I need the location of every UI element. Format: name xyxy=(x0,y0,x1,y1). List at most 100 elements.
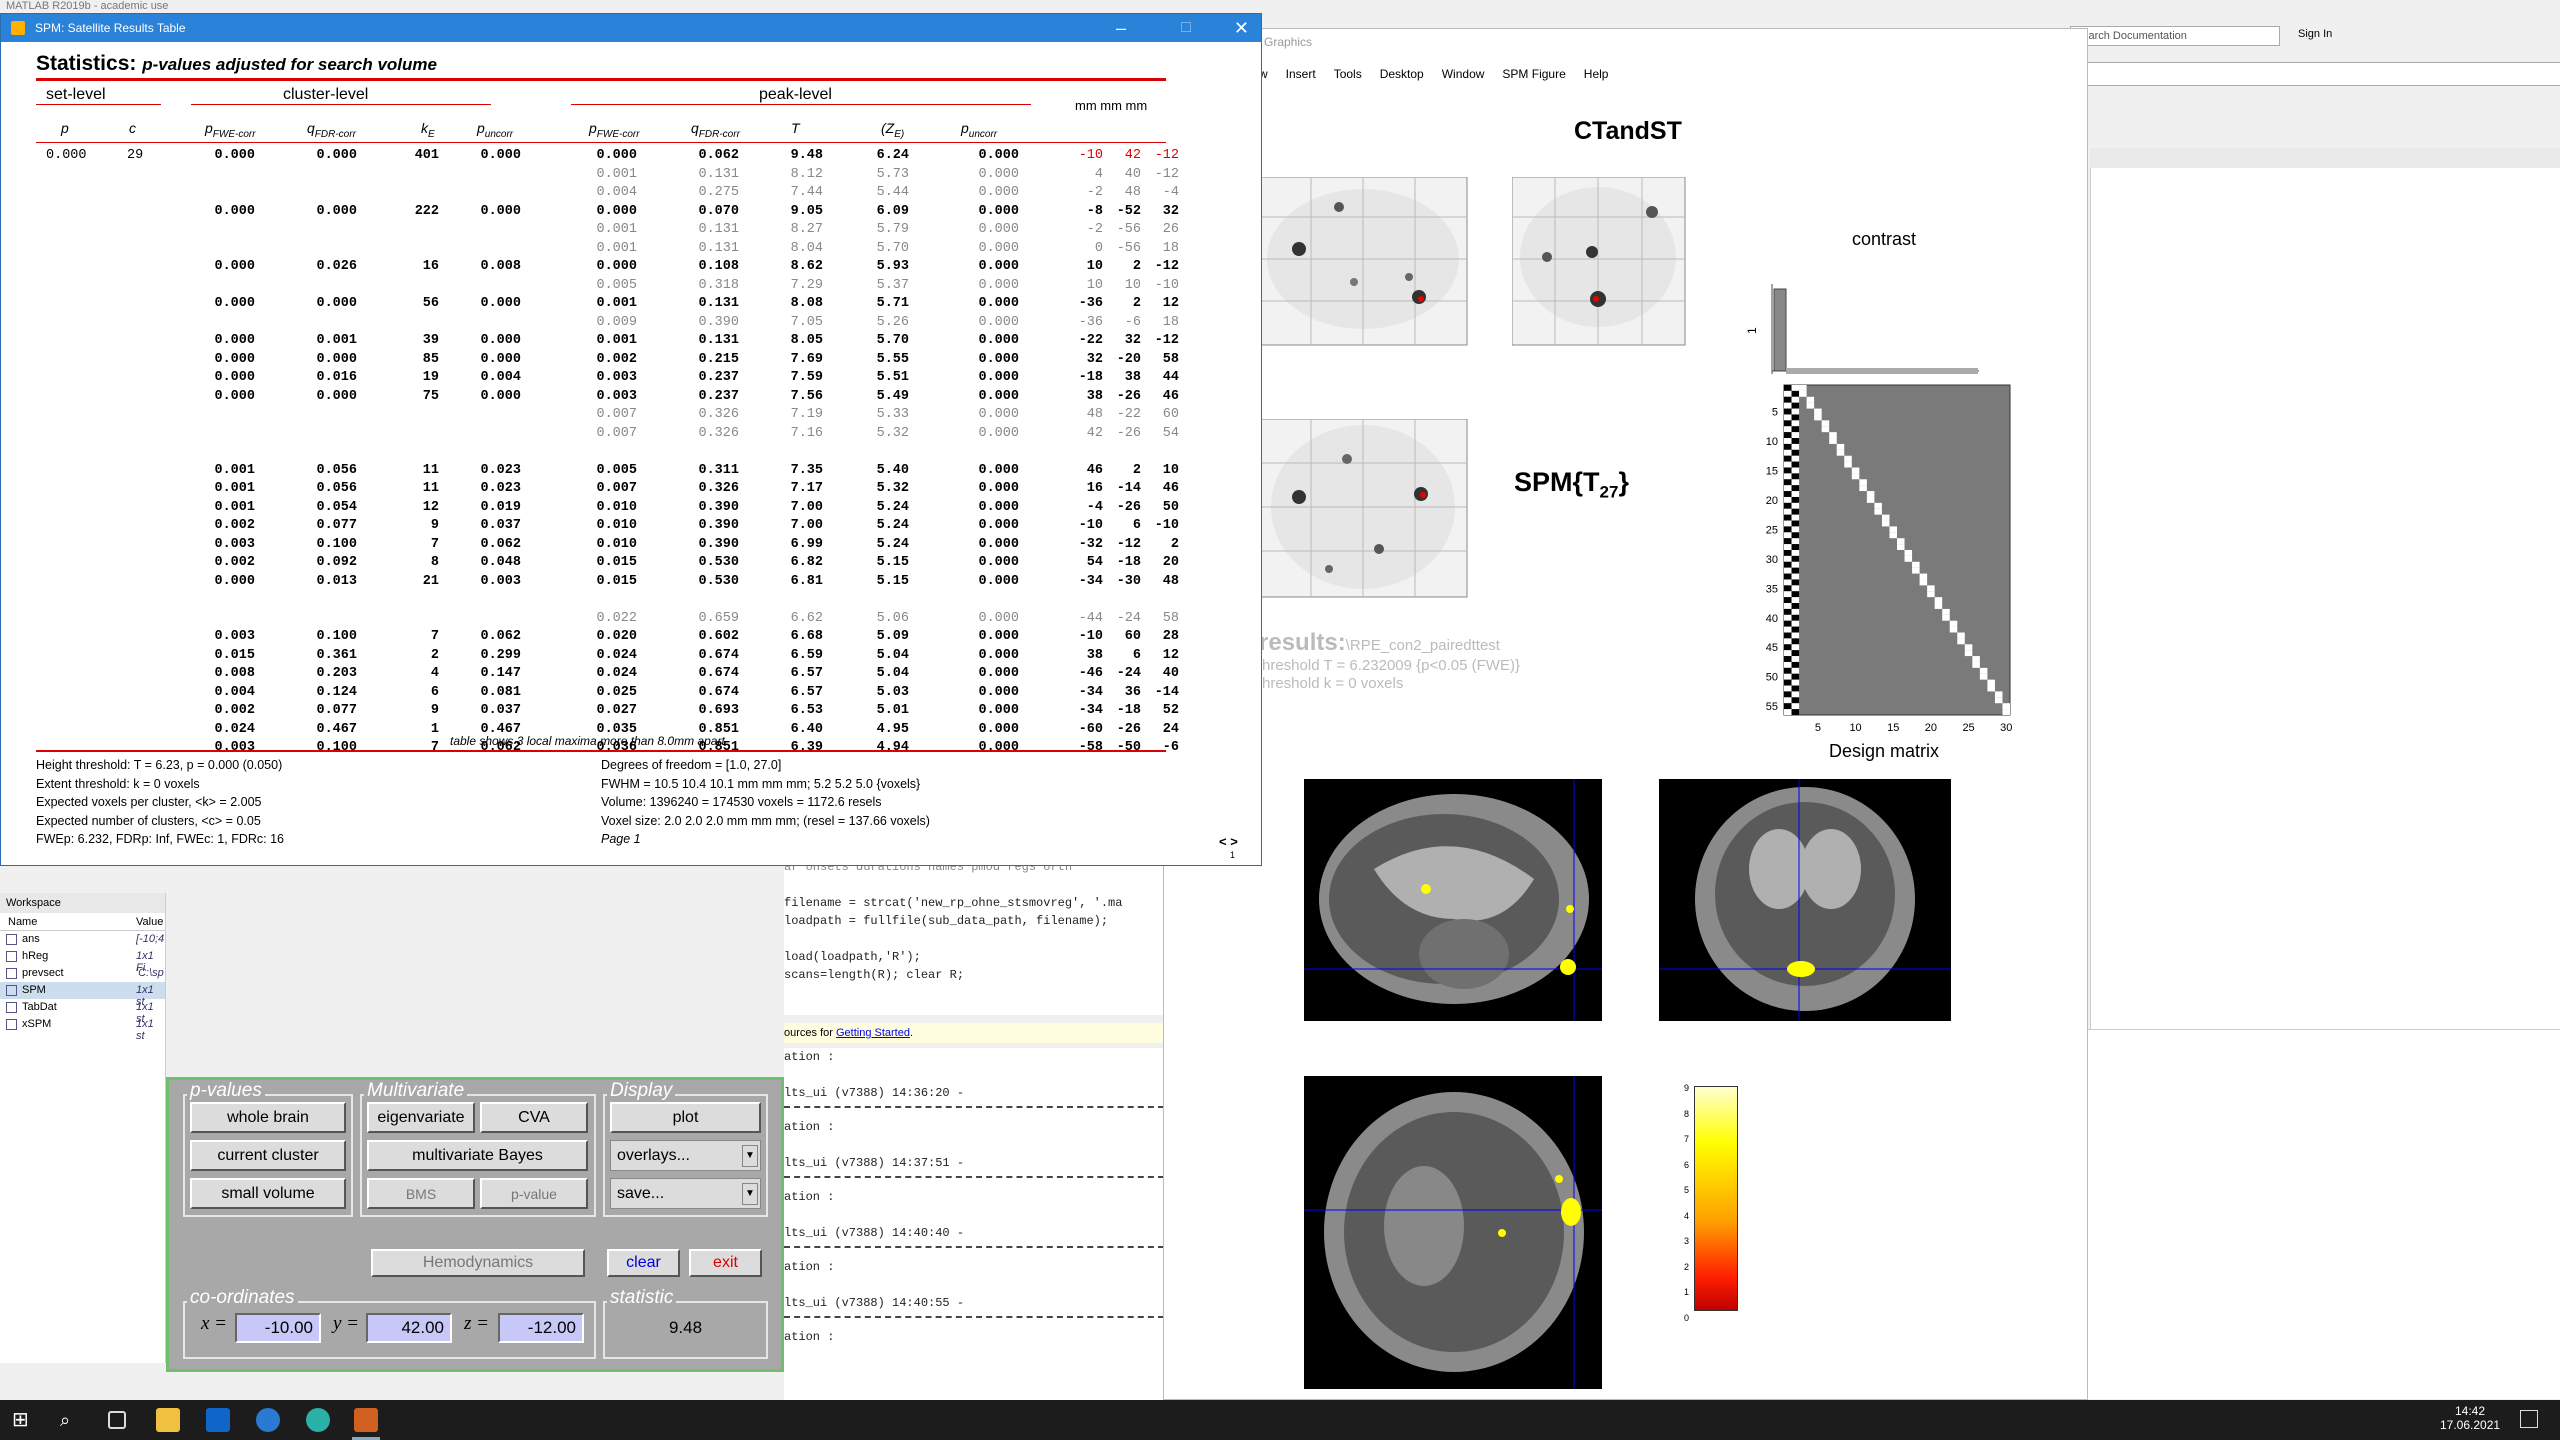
cluster-cell[interactable]: 0.003 xyxy=(480,573,521,589)
mm-coordinate-cell[interactable]: -36 xyxy=(1078,296,1103,311)
cluster-cell[interactable]: 0.062 xyxy=(480,536,521,552)
peak-cell[interactable]: 0.020 xyxy=(596,629,637,644)
cluster-cell[interactable]: 0.000 xyxy=(214,296,255,311)
cluster-cell[interactable]: 85 xyxy=(422,351,439,367)
cluster-cell[interactable]: 7 xyxy=(430,536,439,552)
peak-cell[interactable]: 6.24 xyxy=(876,148,909,163)
peak-cell[interactable]: 0.131 xyxy=(698,222,739,237)
mm-coordinate-cell[interactable]: 6 xyxy=(1132,647,1141,663)
peak-cell[interactable]: 5.93 xyxy=(876,259,909,274)
peak-cell[interactable]: 6.99 xyxy=(790,536,823,552)
mm-coordinate-cell[interactable]: 10 xyxy=(1162,462,1179,478)
peak-cell[interactable]: 6.82 xyxy=(790,555,823,570)
peak-cell[interactable]: 0.237 xyxy=(698,370,739,385)
cluster-cell[interactable]: 0.004 xyxy=(480,370,521,385)
peak-cell[interactable]: 0.390 xyxy=(698,314,739,330)
y-coordinate-input[interactable]: 42.00 xyxy=(366,1313,452,1343)
mm-coordinate-cell[interactable]: -58 xyxy=(1078,740,1103,755)
eigenvariate-button[interactable]: eigenvariate xyxy=(367,1102,475,1133)
graphics-menu-item[interactable]: Help xyxy=(1583,67,1609,81)
mm-coordinate-cell[interactable]: -56 xyxy=(1116,240,1141,256)
cluster-cell[interactable]: 0.004 xyxy=(214,684,255,700)
cluster-cell[interactable]: 0.024 xyxy=(214,721,255,737)
workspace-col-name[interactable]: Name xyxy=(8,916,38,928)
cluster-cell[interactable]: 0.000 xyxy=(316,351,357,367)
peak-cell[interactable]: 0.009 xyxy=(596,314,637,330)
cluster-cell[interactable]: 0.000 xyxy=(316,388,357,404)
peak-cell[interactable]: 0.275 xyxy=(698,185,739,200)
mm-coordinate-cell[interactable]: 38 xyxy=(1086,388,1103,404)
peak-cell[interactable]: 5.26 xyxy=(876,314,909,330)
peak-cell[interactable]: 6.59 xyxy=(790,647,823,663)
peak-cell[interactable]: 0.000 xyxy=(596,203,637,219)
getting-started-link[interactable]: Getting Started xyxy=(835,1027,910,1039)
cluster-cell[interactable]: 0.203 xyxy=(316,666,357,681)
mm-coordinate-cell[interactable]: 10 xyxy=(1124,277,1141,293)
mm-coordinate-cell[interactable]: 44 xyxy=(1162,370,1179,385)
cluster-cell[interactable]: 0.000 xyxy=(214,351,255,367)
peak-cell[interactable]: 0.108 xyxy=(698,259,739,274)
set-c-value[interactable]: 29 xyxy=(127,148,144,163)
peak-cell[interactable]: 5.03 xyxy=(876,684,909,700)
mm-coordinate-cell[interactable]: -34 xyxy=(1078,684,1103,700)
mm-coordinate-cell[interactable]: -44 xyxy=(1078,610,1103,626)
cluster-cell[interactable]: 0.081 xyxy=(480,684,521,700)
cluster-cell[interactable]: 21 xyxy=(422,573,439,589)
cluster-cell[interactable]: 0.124 xyxy=(316,684,357,700)
mm-coordinate-cell[interactable]: 18 xyxy=(1162,240,1179,256)
peak-cell[interactable]: 6.57 xyxy=(790,666,823,681)
mm-coordinate-cell[interactable]: 38 xyxy=(1124,370,1141,385)
peak-cell[interactable]: 5.73 xyxy=(876,166,909,182)
cluster-cell[interactable]: 0.023 xyxy=(480,481,521,496)
cluster-cell[interactable]: 0.100 xyxy=(316,536,357,552)
mm-coordinate-cell[interactable]: 42 xyxy=(1124,148,1141,163)
peak-cell[interactable]: 0.000 xyxy=(978,684,1019,700)
cluster-cell[interactable]: 0.001 xyxy=(214,462,255,478)
mm-coordinate-cell[interactable]: 40 xyxy=(1162,666,1179,681)
peak-cell[interactable]: 0.000 xyxy=(978,666,1019,681)
peak-cell[interactable]: 0.000 xyxy=(978,629,1019,644)
peak-cell[interactable]: 7.17 xyxy=(790,481,823,496)
cluster-cell[interactable]: 11 xyxy=(422,462,439,478)
peak-cell[interactable]: 0.000 xyxy=(978,259,1019,274)
cluster-cell[interactable]: 0.000 xyxy=(480,148,521,163)
mm-coordinate-cell[interactable]: 32 xyxy=(1162,203,1179,219)
mm-coordinate-cell[interactable]: -14 xyxy=(1154,684,1179,700)
mm-coordinate-cell[interactable]: 42 xyxy=(1086,425,1103,441)
cluster-cell[interactable]: 0.019 xyxy=(480,499,521,515)
small-volume-button[interactable]: small volume xyxy=(190,1178,346,1209)
glass-brain-axial[interactable] xyxy=(1259,419,1469,599)
peak-cell[interactable]: 0.674 xyxy=(698,684,739,700)
cluster-cell[interactable]: 0.000 xyxy=(316,203,357,219)
peak-cell[interactable]: 0.010 xyxy=(596,499,637,515)
axial-slice[interactable] xyxy=(1304,1076,1602,1389)
cluster-cell[interactable]: 0.008 xyxy=(480,259,521,274)
mm-coordinate-cell[interactable]: -12 xyxy=(1154,259,1179,274)
peak-cell[interactable]: 0.390 xyxy=(698,518,739,533)
peak-cell[interactable]: 0.000 xyxy=(596,148,637,163)
mm-coordinate-cell[interactable]: 38 xyxy=(1086,647,1103,663)
peak-cell[interactable]: 0.005 xyxy=(596,277,637,293)
mm-coordinate-cell[interactable]: 60 xyxy=(1162,407,1179,422)
peak-cell[interactable]: 0.027 xyxy=(596,703,637,718)
peak-cell[interactable]: 7.00 xyxy=(790,499,823,515)
peak-cell[interactable]: 7.00 xyxy=(790,518,823,533)
peak-cell[interactable]: 0.390 xyxy=(698,499,739,515)
x-coordinate-input[interactable]: -10.00 xyxy=(235,1313,321,1343)
mm-coordinate-cell[interactable]: -4 xyxy=(1086,499,1103,515)
cluster-cell[interactable]: 0.000 xyxy=(316,148,357,163)
cluster-cell[interactable]: 7 xyxy=(430,740,439,755)
graphics-menu-item[interactable]: SPM Figure xyxy=(1502,67,1566,81)
mm-coordinate-cell[interactable]: -34 xyxy=(1078,703,1103,718)
cluster-cell[interactable]: 0.062 xyxy=(480,629,521,644)
mm-coordinate-cell[interactable]: -26 xyxy=(1116,425,1141,441)
mm-coordinate-cell[interactable]: -12 xyxy=(1154,148,1179,163)
cluster-cell[interactable]: 0.023 xyxy=(480,462,521,478)
mm-coordinate-cell[interactable]: -26 xyxy=(1116,721,1141,737)
mm-coordinate-cell[interactable]: 52 xyxy=(1162,703,1179,718)
cluster-cell[interactable]: 0.002 xyxy=(214,518,255,533)
peak-cell[interactable]: 5.01 xyxy=(876,703,909,718)
peak-cell[interactable]: 0.015 xyxy=(596,555,637,570)
peak-cell[interactable]: 5.04 xyxy=(876,647,909,663)
mm-coordinate-cell[interactable]: -18 xyxy=(1116,555,1141,570)
